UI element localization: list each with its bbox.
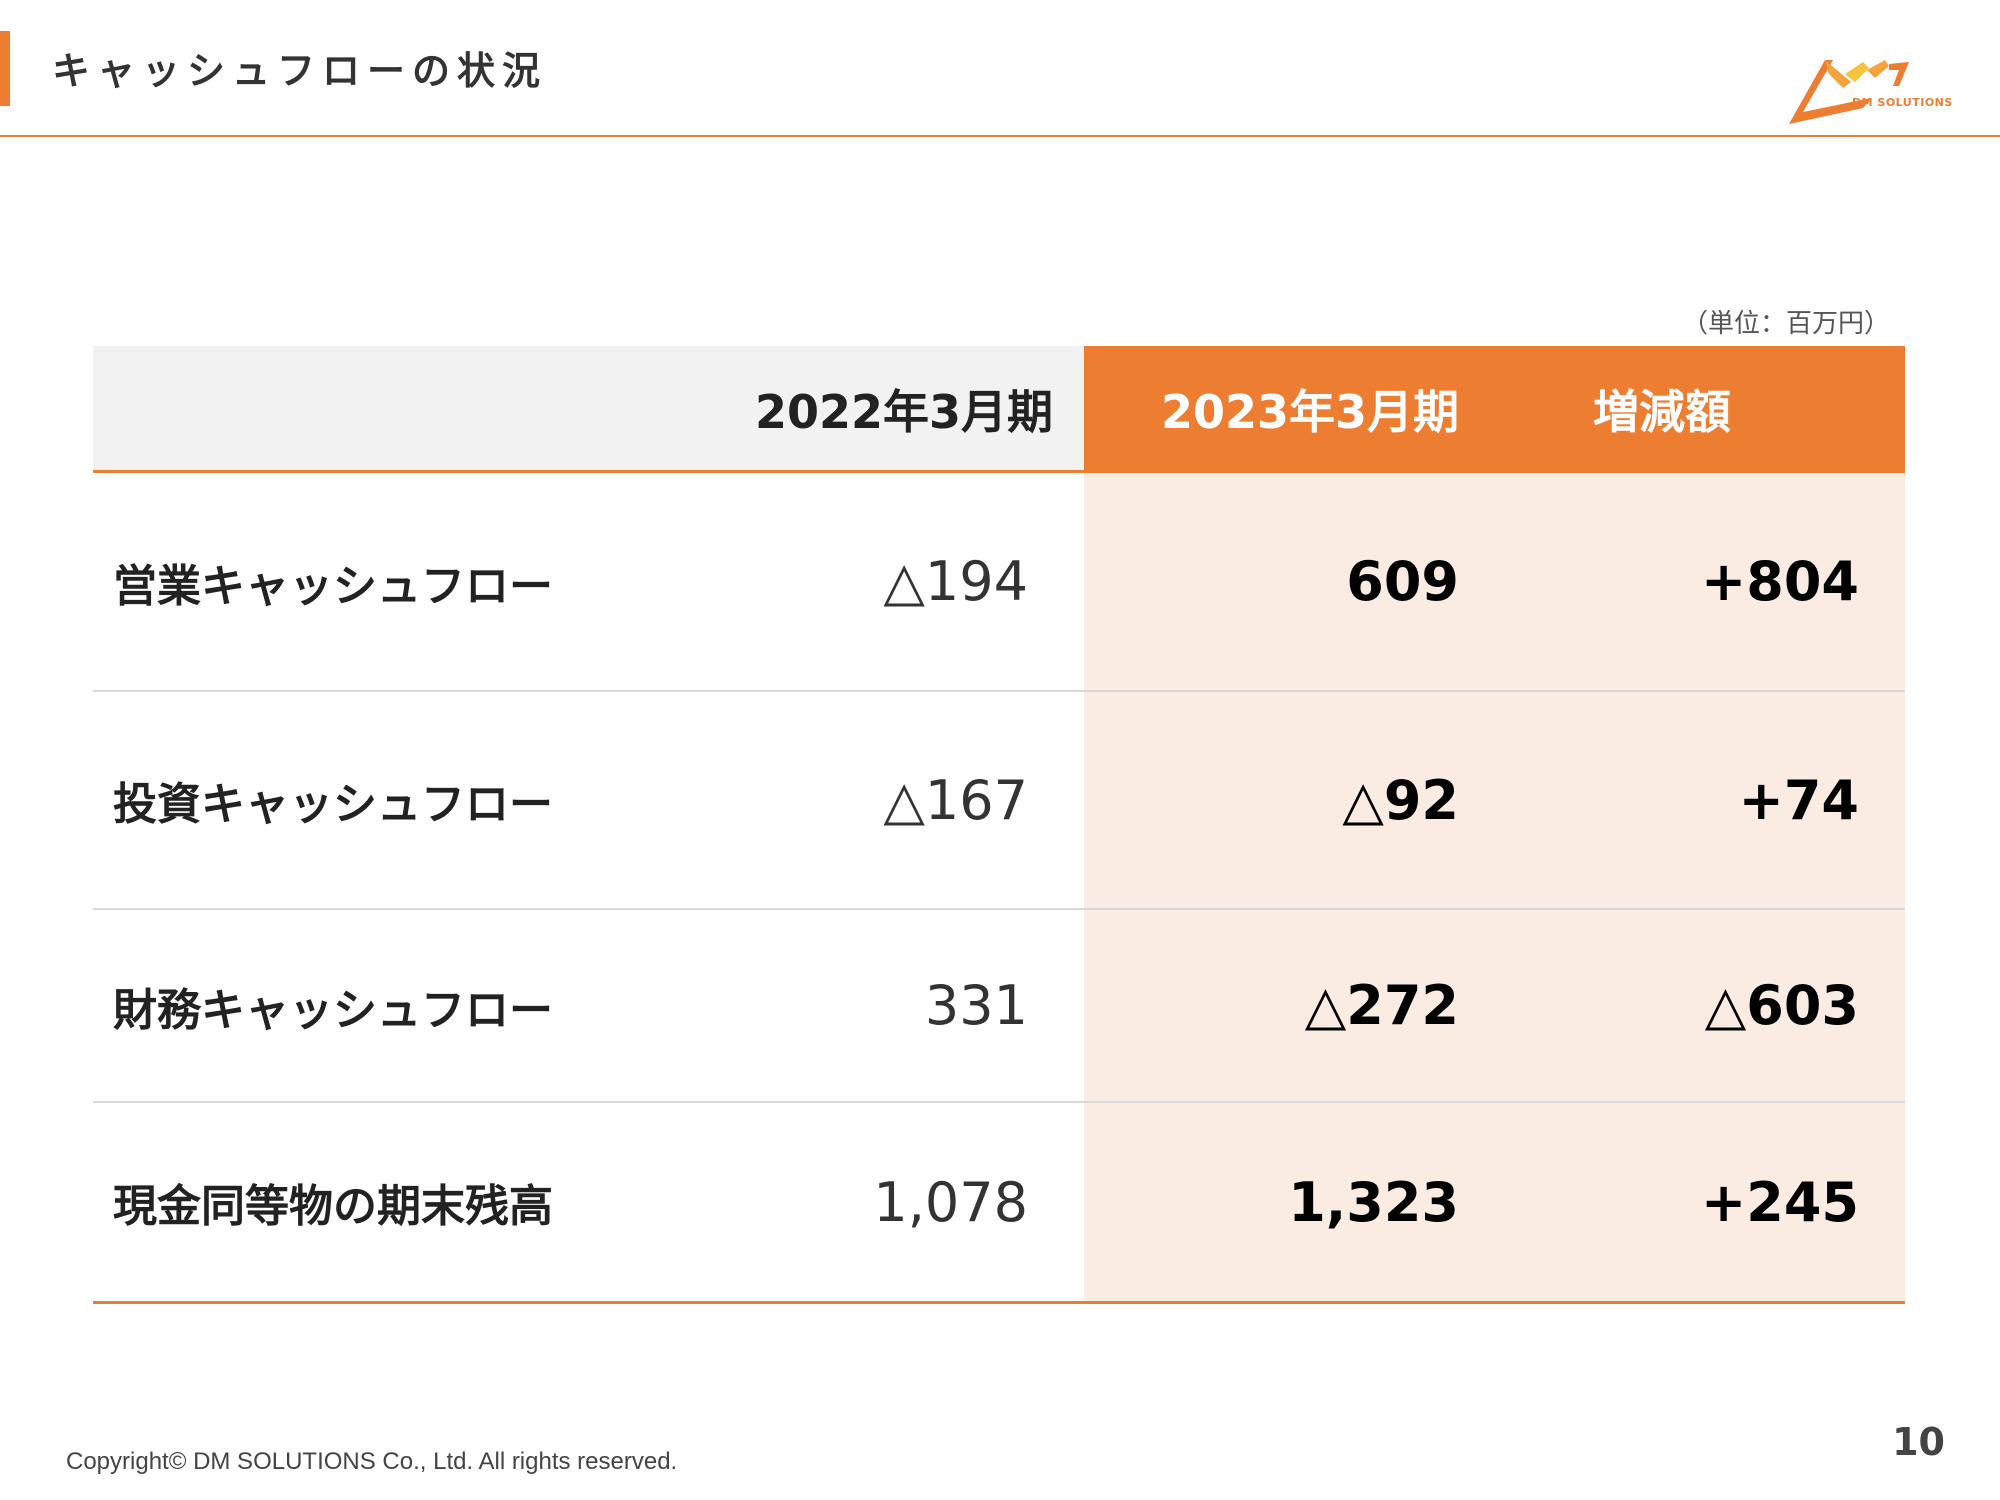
highlight-column-bg [1084, 471, 1905, 1301]
cell-operating-cf-fy2023: 609 [1346, 550, 1459, 613]
cell-financing-cf-change: △603 [1704, 974, 1859, 1037]
logo-wordmark: DM SOLUTIONS [1852, 96, 1953, 109]
header-bg-orange [1084, 346, 1905, 471]
cell-cash-balance-fy2023: 1,323 [1288, 1170, 1459, 1234]
cashflow-table: 2022年3月期 2023年3月期 増減額 営業キャッシュフロー △194 60… [93, 346, 1905, 1304]
row-label-investing-cf: 投資キャッシュフロー [113, 779, 553, 830]
row-label-cash-balance: 現金同等物の期末残高 [113, 1181, 553, 1232]
header-rule [93, 470, 1905, 473]
table-bottom-rule [93, 1301, 1905, 1304]
unit-label: （単位：百万円） [1681, 309, 1890, 339]
cell-operating-cf-change: +804 [1701, 550, 1859, 613]
row-divider [93, 1101, 1905, 1103]
cell-financing-cf-fy2023: △272 [1304, 974, 1459, 1037]
header-divider [0, 135, 2000, 137]
cell-investing-cf-change: +74 [1738, 768, 1859, 832]
cell-investing-cf-fy2023: △92 [1342, 768, 1459, 832]
row-label-financing-cf: 財務キャッシュフロー [113, 984, 553, 1036]
company-logo [1789, 60, 1909, 124]
header-bg-grey [93, 346, 1084, 471]
row-divider [93, 690, 1905, 692]
page-number: 10 [1892, 1420, 1945, 1464]
title-accent-bar [0, 31, 10, 106]
copyright-text: Copyright© DM SOLUTIONS Co., Ltd. All ri… [66, 1448, 678, 1475]
cell-investing-cf-fy2022: △167 [883, 768, 1028, 832]
row-label-operating-cf: 営業キャッシュフロー [113, 560, 553, 612]
cell-financing-cf-fy2022: 331 [924, 974, 1028, 1037]
cell-cash-balance-change: +245 [1701, 1170, 1859, 1234]
column-header-fy2022: 2022年3月期 [754, 384, 1053, 439]
column-header-change: 増減額 [1593, 384, 1731, 439]
cell-cash-balance-fy2022: 1,078 [873, 1170, 1028, 1234]
column-header-fy2023: 2023年3月期 [1160, 384, 1459, 439]
slide-title: キャッシュフローの状況 [52, 49, 548, 93]
row-divider [93, 908, 1905, 910]
cell-operating-cf-fy2022: △194 [883, 550, 1028, 613]
